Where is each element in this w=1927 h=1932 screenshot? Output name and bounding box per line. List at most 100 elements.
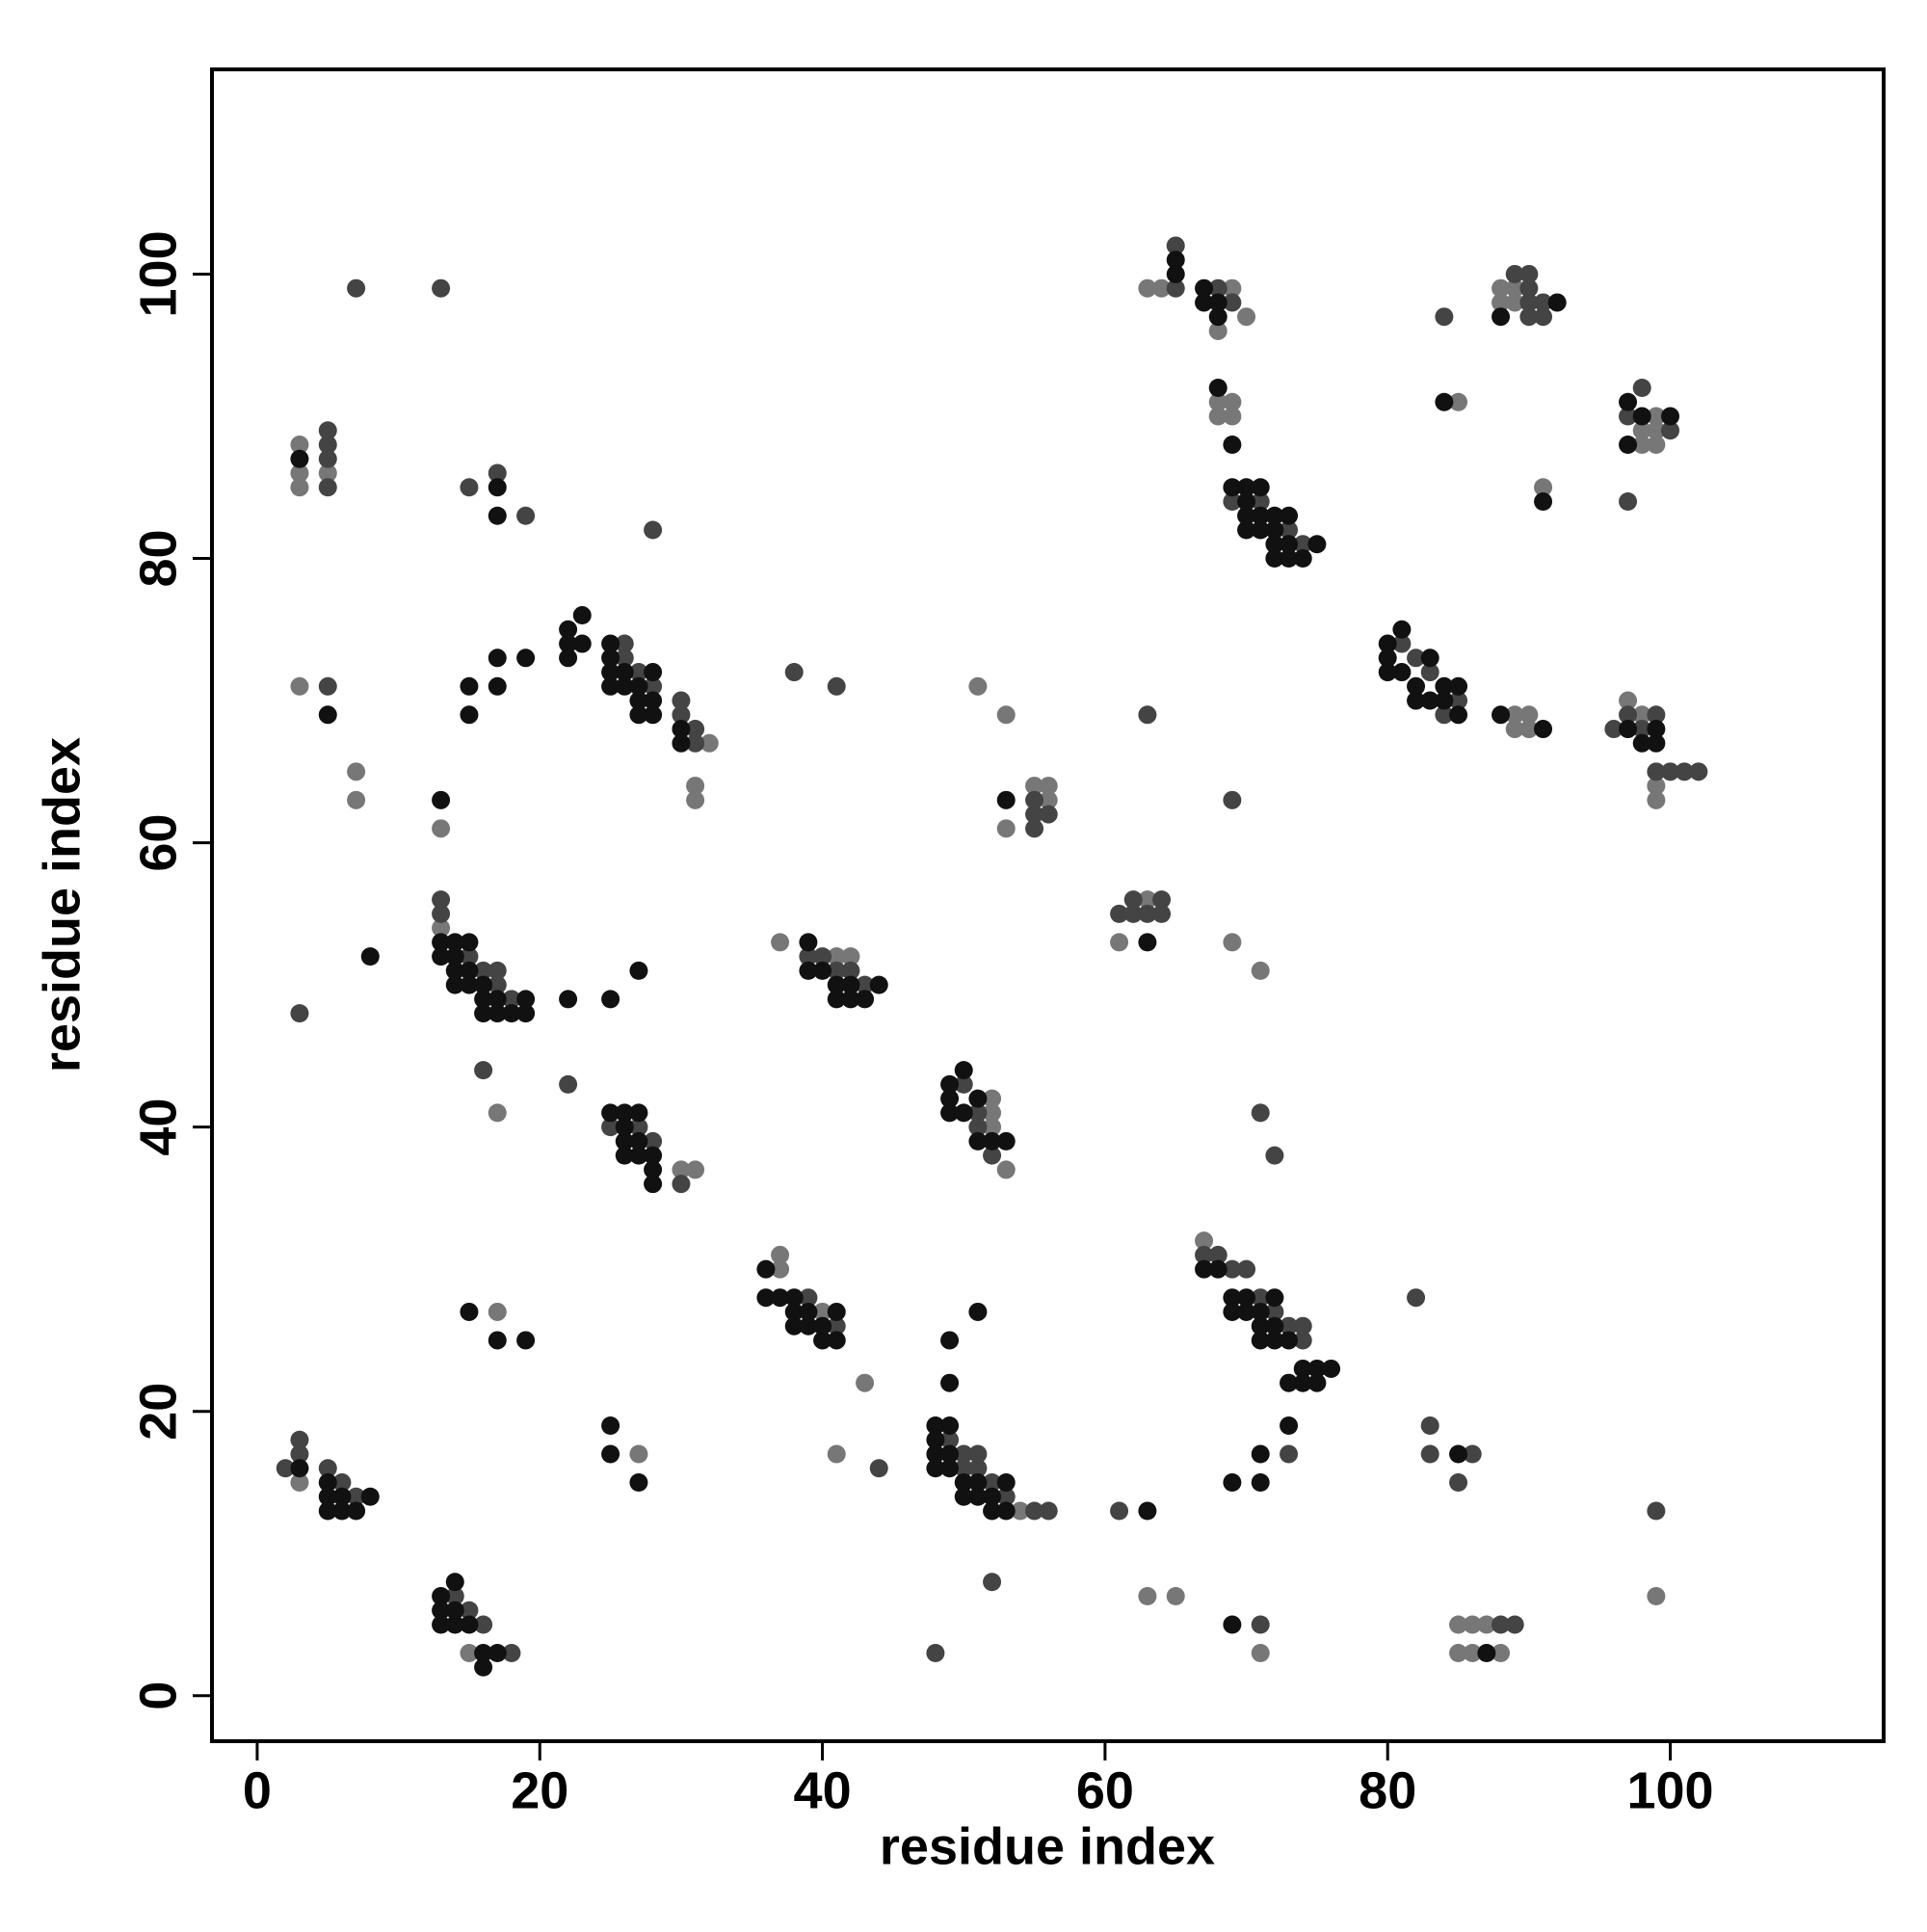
- point: [1632, 705, 1651, 725]
- point: [1223, 933, 1242, 952]
- x-axis-label: residue index: [880, 1817, 1215, 1875]
- point: [1449, 705, 1468, 725]
- point: [940, 1430, 960, 1449]
- point: [1138, 1501, 1157, 1521]
- point: [1647, 407, 1666, 426]
- point: [1420, 1416, 1439, 1435]
- point: [318, 478, 337, 497]
- point: [1251, 478, 1270, 497]
- point: [827, 1302, 846, 1321]
- point: [1519, 705, 1539, 725]
- point: [1039, 790, 1058, 809]
- point: [629, 1472, 648, 1492]
- point: [1251, 961, 1270, 980]
- point: [1505, 720, 1524, 739]
- point: [1223, 435, 1242, 454]
- point: [954, 1459, 973, 1478]
- point: [1293, 535, 1312, 554]
- point: [1280, 1331, 1299, 1350]
- point: [1152, 278, 1172, 298]
- point: [629, 1118, 648, 1137]
- point: [445, 947, 464, 966]
- point: [488, 648, 507, 668]
- point: [1647, 720, 1666, 739]
- point: [700, 733, 719, 753]
- point: [1632, 407, 1651, 426]
- point: [926, 1444, 945, 1464]
- point: [1534, 293, 1553, 312]
- x-tick-label: 20: [511, 1761, 568, 1819]
- point: [996, 1131, 1016, 1151]
- point: [1491, 307, 1511, 327]
- point: [940, 1103, 960, 1123]
- point: [445, 933, 464, 952]
- point: [516, 1004, 536, 1023]
- point: [474, 975, 493, 994]
- point: [1123, 904, 1143, 923]
- point: [1449, 1444, 1468, 1464]
- point: [1619, 392, 1638, 411]
- point: [1647, 421, 1666, 440]
- point: [432, 947, 451, 966]
- point: [996, 1487, 1016, 1506]
- point: [445, 1615, 464, 1634]
- point: [771, 1245, 790, 1264]
- point: [644, 1146, 663, 1165]
- point: [1619, 720, 1638, 739]
- point: [1435, 307, 1454, 327]
- point: [1237, 1288, 1256, 1308]
- point: [601, 676, 620, 696]
- point: [983, 1103, 1002, 1123]
- point: [1689, 762, 1708, 781]
- point: [1293, 1373, 1312, 1392]
- point: [1251, 1103, 1270, 1123]
- y-axis-label: residue index: [33, 737, 91, 1072]
- point: [290, 449, 309, 468]
- point: [347, 762, 366, 781]
- point: [1463, 1444, 1482, 1464]
- point: [983, 1573, 1002, 1592]
- y-tick-label: 0: [129, 1681, 187, 1710]
- point: [318, 676, 337, 696]
- point: [1223, 293, 1242, 312]
- point: [332, 1487, 352, 1506]
- point: [1265, 520, 1284, 540]
- point: [1110, 933, 1129, 952]
- point: [290, 1444, 309, 1464]
- point: [1647, 705, 1666, 725]
- point: [615, 648, 634, 668]
- point: [432, 904, 451, 923]
- point: [954, 1103, 973, 1123]
- point: [841, 961, 860, 980]
- point: [644, 520, 663, 540]
- point: [474, 1004, 493, 1023]
- point: [615, 1131, 634, 1151]
- point: [996, 1472, 1016, 1492]
- point: [474, 990, 493, 1009]
- point: [460, 961, 479, 980]
- y-tick-label: 60: [129, 814, 187, 872]
- point: [1280, 549, 1299, 569]
- point: [1647, 762, 1666, 781]
- point: [601, 648, 620, 668]
- point: [954, 1472, 973, 1492]
- point: [460, 947, 479, 966]
- point: [813, 947, 832, 966]
- point: [827, 961, 846, 980]
- point: [1661, 407, 1680, 426]
- point: [1420, 691, 1439, 710]
- point: [559, 634, 578, 653]
- point: [347, 1487, 366, 1506]
- point: [432, 1601, 451, 1620]
- point: [360, 947, 380, 966]
- point: [827, 975, 846, 994]
- point: [1251, 1472, 1270, 1492]
- point: [488, 961, 507, 980]
- point: [1208, 378, 1227, 397]
- point: [1407, 691, 1426, 710]
- point: [432, 790, 451, 809]
- point: [1223, 492, 1242, 512]
- point: [318, 1501, 337, 1521]
- point: [318, 449, 337, 468]
- point: [940, 1459, 960, 1478]
